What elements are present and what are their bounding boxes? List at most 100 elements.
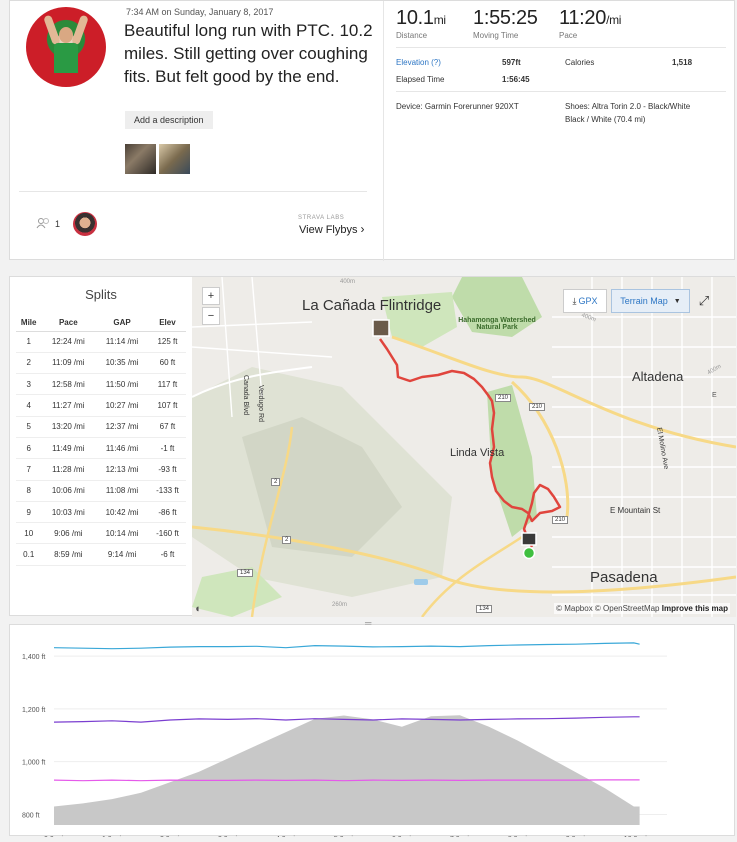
split-row[interactable]: 1 12:24 /mi 11:14 /mi 125 ft [16,331,186,353]
map-label-la-canada: La Cañada Flintridge [302,297,442,314]
add-description-button[interactable]: Add a description [125,111,213,129]
splits-header-cell: Pace [41,315,96,332]
split-row[interactable]: 3 12:58 /mi 11:50 /mi 117 ft [16,373,186,396]
photo-thumbnail[interactable] [125,144,156,174]
map-type-label: Terrain Map [620,296,668,306]
splits-table: Mile Pace GAP Elev 1 12:24 /mi 11:14 /mi 125 f… [16,315,186,566]
split-cell: -86 ft [148,501,186,524]
fullscreen-icon[interactable]: ⤢ [693,290,715,312]
highway-134-shield: 134 [476,605,493,613]
splits-header-cell: Mile [16,315,42,332]
end-marker-icon[interactable] [521,532,537,546]
divider [396,47,726,48]
split-cell: 11:27 /mi [41,394,96,417]
highway-134-shield: 134 [237,569,254,577]
split-cell: 67 ft [148,416,186,438]
split-row[interactable]: 8 10:06 /mi 11:08 /mi -133 ft [16,480,186,502]
splits-header-cell: Elev [148,315,186,332]
athlete-avatar[interactable] [26,7,106,87]
x-tick-label: 4.0 mi [276,836,296,837]
kudos-count[interactable]: 1 [55,219,61,229]
split-cell: 11:50 /mi [95,373,149,396]
route-map[interactable]: La Cañada Flintridge Hahamonga Watershed… [192,277,736,617]
start-marker-icon[interactable] [522,546,536,560]
split-cell: 107 ft [148,394,186,417]
split-row[interactable]: 0.1 8:59 /mi 9:14 /mi -6 ft [16,543,186,566]
series-pace-line [53,642,640,650]
x-tick-label: 2.0 mi [160,836,180,837]
map-label-e-mountain: E Mountain St [610,506,661,515]
split-row[interactable]: 2 11:09 /mi 10:35 /mi 60 ft [16,352,186,375]
calories-label: Calories [565,58,595,67]
divider [383,1,384,261]
highway-2-shield: 2 [282,536,292,544]
kudos-avatar[interactable] [73,212,97,236]
split-cell: 12:37 /mi [95,416,149,438]
split-row[interactable]: 9 10:03 /mi 10:42 /mi -86 ft [16,501,186,524]
split-cell: 6 [16,437,42,460]
map-label-verdugo: Verdugo Rd [257,385,264,422]
highway-210-shield: 210 [529,403,546,411]
split-cell: 9 [16,501,42,524]
photo-thumbnail[interactable] [159,144,190,174]
x-tick-label: 9.0 mi [566,836,586,837]
gpx-label: GPX [578,296,598,306]
analysis-chart[interactable]: 1,400 ft 1,200 ft 1,000 ft 800 ft 0.0 mi 1.0 … [10,625,736,842]
splits-header-row: Mile Pace GAP Elev [16,315,186,332]
x-tick-label: 3.0 mi [218,836,238,837]
y-tick-label: 800 ft [22,812,40,819]
split-cell: 11:46 /mi [95,437,149,460]
split-cell: 10:14 /mi [95,522,149,545]
split-row[interactable]: 10 9:06 /mi 10:14 /mi -160 ft [16,522,186,545]
map-label-canada-blvd: Canada Blvd [242,375,249,416]
splits-header-cell: GAP [95,315,149,332]
split-cell: 4 [16,394,42,417]
split-cell: 10 [16,522,42,545]
splits-map-panel: Splits Mile Pace GAP Elev 1 12:24 /mi 11:14 /… [9,276,736,617]
zoom-out-button[interactable]: − [202,307,220,325]
shoes-info[interactable]: Shoes: Altra Torin 2.0 - Black/White [565,102,691,111]
activity-title: Beautiful long run with PTC. 10.2 miles.… [124,21,373,86]
device-info: Device: Garmin Forerunner 920XT [396,102,519,111]
zoom-in-button[interactable]: + [202,287,220,305]
mapbox-logo-icon: ◖ [194,603,201,615]
split-cell: 2 [16,352,42,375]
split-cell: 8:59 /mi [41,543,96,566]
chevron-down-icon: ▼ [673,297,681,305]
street-grid [192,277,736,617]
contour-label: 260m [332,602,348,608]
map-label-pasadena: Pasadena [590,569,658,586]
kudos-icon[interactable] [36,216,52,232]
shoes-info-detail: Black / White (70.4 mi) [565,115,646,124]
elevation-help-link[interactable]: Elevation (?) [396,58,441,67]
split-cell: 1 [16,331,42,353]
photo-marker[interactable] [372,319,390,337]
view-flybys-link[interactable]: View Flybys › [299,222,365,236]
split-cell: 0.1 [16,543,42,566]
split-row[interactable]: 5 13:20 /mi 12:37 /mi 67 ft [16,416,186,438]
split-row[interactable]: 4 11:27 /mi 10:27 /mi 107 ft [16,394,186,417]
stat-moving-time: 1:55:25 Moving Time [473,7,538,40]
improve-map-link[interactable]: Improve this map [661,604,728,613]
route-line [378,338,562,548]
resize-handle-icon[interactable]: ═ [365,618,372,628]
gpx-download-button[interactable]: ⤓ GPX [563,289,607,313]
split-cell: 11:14 /mi [95,331,149,353]
elapsed-time-value: 1:56:45 [502,75,530,84]
x-tick-label: 5.0 mi [334,836,354,837]
x-tick-label: 8.0 mi [508,836,528,837]
download-icon: ⤓ [572,295,577,306]
divider [19,191,367,192]
split-cell: 117 ft [148,373,186,396]
y-tick-label: 1,400 ft [22,654,45,661]
split-cell: 10:06 /mi [41,480,96,502]
split-cell: -1 ft [148,437,186,460]
map-attribution: © Mapbox © OpenStreetMap Improve this ma… [554,603,730,614]
split-row[interactable]: 6 11:49 /mi 11:46 /mi -1 ft [16,437,186,460]
split-cell: -6 ft [148,543,186,566]
split-cell: 11:28 /mi [41,458,96,481]
chevron-right-icon: › [360,222,365,236]
map-type-select[interactable]: Terrain Map ▼ [611,289,690,313]
map-label-street-e: E [712,392,717,399]
split-row[interactable]: 7 11:28 /mi 12:13 /mi -93 ft [16,458,186,481]
